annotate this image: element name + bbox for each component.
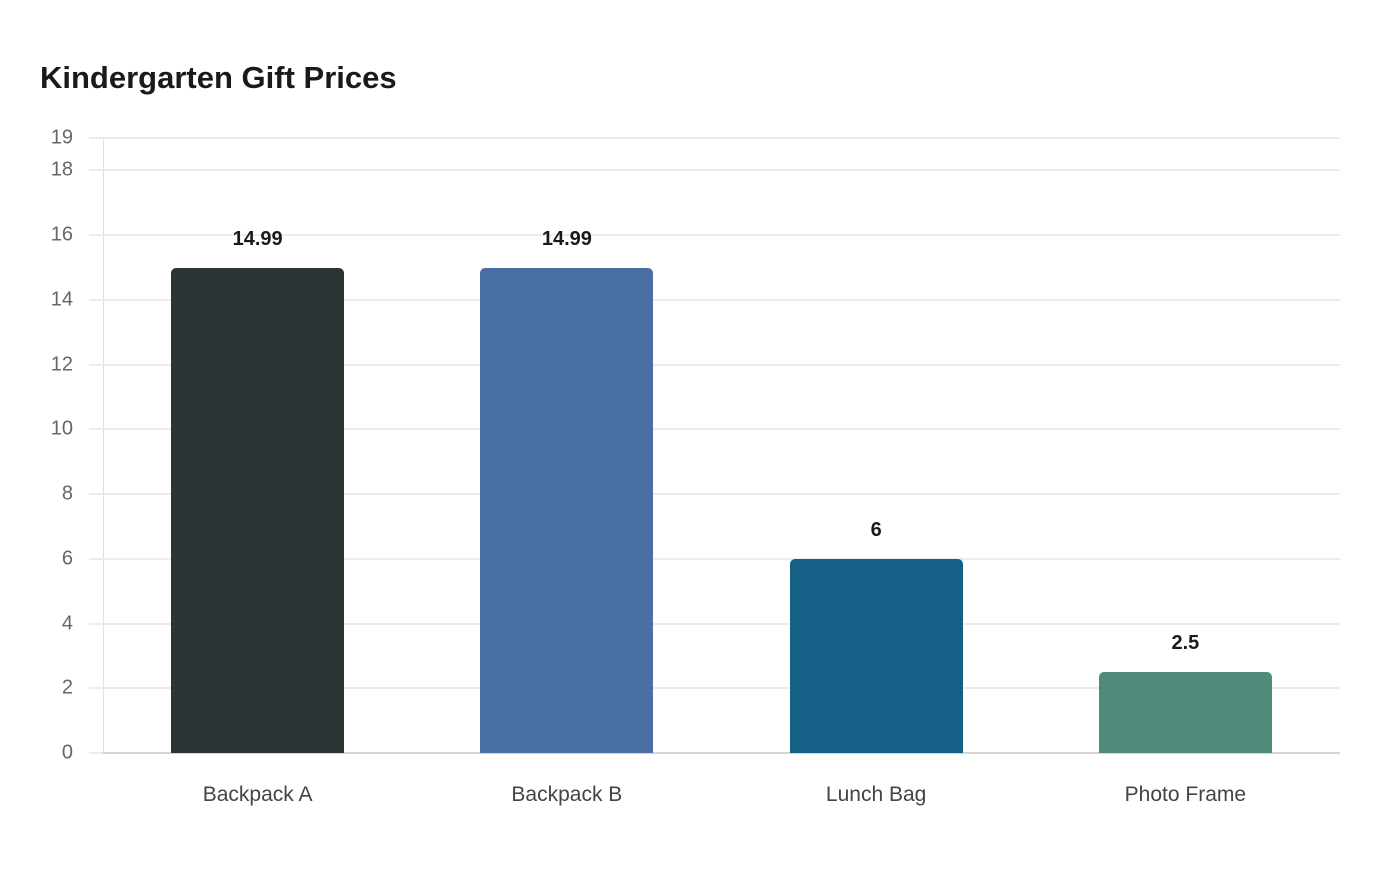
chart-title: Kindergarten Gift Prices	[40, 60, 397, 95]
y-tick-mark	[89, 363, 103, 366]
bar-lunch-bag	[789, 558, 963, 753]
y-tick-label: 12	[50, 353, 73, 376]
gridline	[103, 234, 1340, 237]
bar-backpack-a	[171, 267, 345, 753]
gridline	[103, 363, 1340, 366]
y-tick-label: 6	[61, 547, 73, 570]
y-tick-label: 8	[61, 482, 73, 505]
y-tick-mark	[89, 169, 103, 172]
bar-photo-frame	[1098, 672, 1272, 753]
y-tick-label: 14	[50, 288, 73, 311]
gridline	[103, 622, 1340, 625]
x-tick-label: Lunch Bag	[825, 783, 927, 806]
x-tick-label: Photo Frame	[1124, 783, 1247, 806]
y-tick-label: 10	[50, 417, 73, 440]
y-tick-mark	[89, 493, 103, 496]
bar-value-label: 6	[870, 518, 882, 541]
plot-area: 0 2 4 6 8 10 12 14 16 18 19 14.99 Backpack A 14.99 Bac…	[51, 127, 1340, 806]
gridline	[103, 687, 1340, 690]
x-axis-line	[103, 752, 1340, 754]
bar-backpack-b	[480, 267, 654, 753]
y-tick-mark	[89, 687, 103, 690]
bar-value-label: 2.5	[1171, 632, 1200, 655]
gridline	[103, 493, 1340, 496]
y-tick-mark	[89, 137, 103, 139]
y-tick-label: 18	[50, 158, 73, 181]
gridline	[103, 298, 1340, 301]
y-tick-label: 0	[61, 741, 73, 764]
y-tick-mark	[89, 234, 103, 237]
x-tick-label: Backpack B	[511, 783, 623, 806]
x-tick-label: Backpack A	[202, 783, 313, 806]
y-tick-mark	[89, 428, 103, 431]
y-axis-line	[103, 138, 104, 753]
y-tick-mark	[89, 622, 103, 625]
y-tick-label: 2	[61, 676, 73, 699]
y-tick-mark	[89, 752, 103, 754]
y-tick-label: 19	[50, 126, 73, 149]
y-tick-label: 4	[61, 612, 73, 635]
y-tick-label: 16	[50, 223, 73, 246]
y-tick-mark	[89, 298, 103, 301]
gridline	[103, 428, 1340, 431]
y-tick-mark	[89, 557, 103, 560]
bar-value-label: 14.99	[232, 227, 283, 250]
gridline	[103, 557, 1340, 560]
gridline	[103, 169, 1340, 172]
gridline	[103, 137, 1340, 139]
bar-value-label: 14.99	[541, 227, 592, 250]
